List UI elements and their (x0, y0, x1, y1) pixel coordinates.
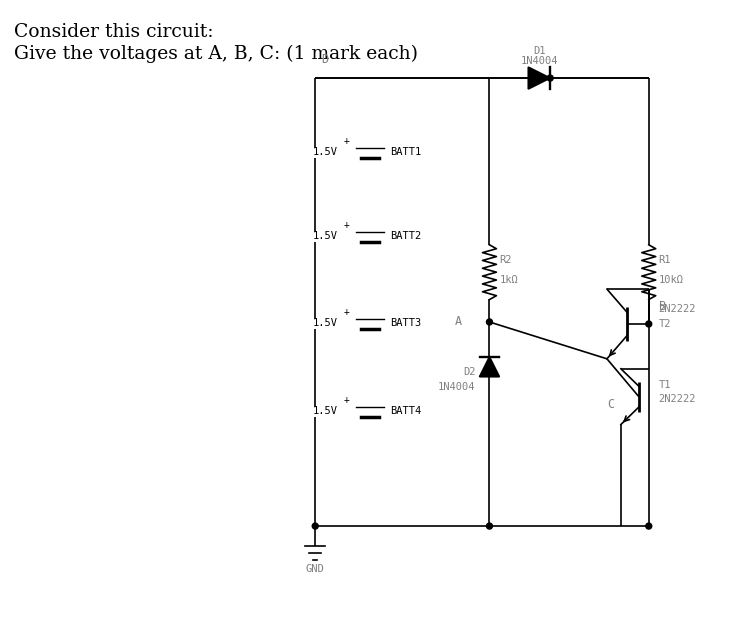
Text: GND: GND (306, 564, 325, 574)
Text: +: + (343, 221, 349, 231)
Polygon shape (528, 67, 551, 89)
Text: 1.5V: 1.5V (313, 231, 338, 241)
Circle shape (486, 523, 492, 529)
Text: D1: D1 (533, 46, 545, 56)
Text: 1.5V: 1.5V (313, 147, 338, 157)
Text: T1: T1 (659, 380, 671, 390)
Text: 1N4004: 1N4004 (438, 382, 475, 392)
Text: A: A (454, 315, 461, 329)
Circle shape (645, 523, 652, 529)
Text: BATT2: BATT2 (390, 231, 421, 241)
Text: BATT1: BATT1 (390, 147, 421, 157)
Text: C: C (606, 398, 614, 411)
Text: BATT4: BATT4 (390, 406, 421, 416)
Circle shape (486, 319, 492, 325)
Text: 1.5V: 1.5V (313, 318, 338, 328)
Text: 2N2222: 2N2222 (659, 394, 696, 404)
Polygon shape (480, 357, 500, 377)
Text: 2N2222: 2N2222 (659, 304, 696, 314)
Text: T2: T2 (659, 319, 671, 329)
Text: Consider this circuit:: Consider this circuit: (13, 23, 213, 41)
Text: R2: R2 (500, 255, 512, 265)
Text: 10kΩ: 10kΩ (659, 275, 684, 285)
Text: Give the voltages at A, B, C: (1 mark each): Give the voltages at A, B, C: (1 mark ea… (13, 46, 417, 63)
Text: +: + (343, 394, 349, 404)
Circle shape (312, 523, 318, 529)
Circle shape (547, 75, 553, 81)
Text: D2: D2 (463, 367, 475, 377)
Text: 1N4004: 1N4004 (520, 56, 558, 66)
Text: +: + (343, 136, 349, 146)
Text: BATT3: BATT3 (390, 318, 421, 328)
Text: 1.5V: 1.5V (313, 406, 338, 416)
Circle shape (645, 321, 652, 327)
Text: R1: R1 (659, 255, 671, 265)
Text: B: B (659, 300, 666, 313)
Text: +: + (343, 307, 349, 317)
Text: 1kΩ: 1kΩ (500, 275, 518, 285)
Text: D: D (322, 53, 329, 66)
